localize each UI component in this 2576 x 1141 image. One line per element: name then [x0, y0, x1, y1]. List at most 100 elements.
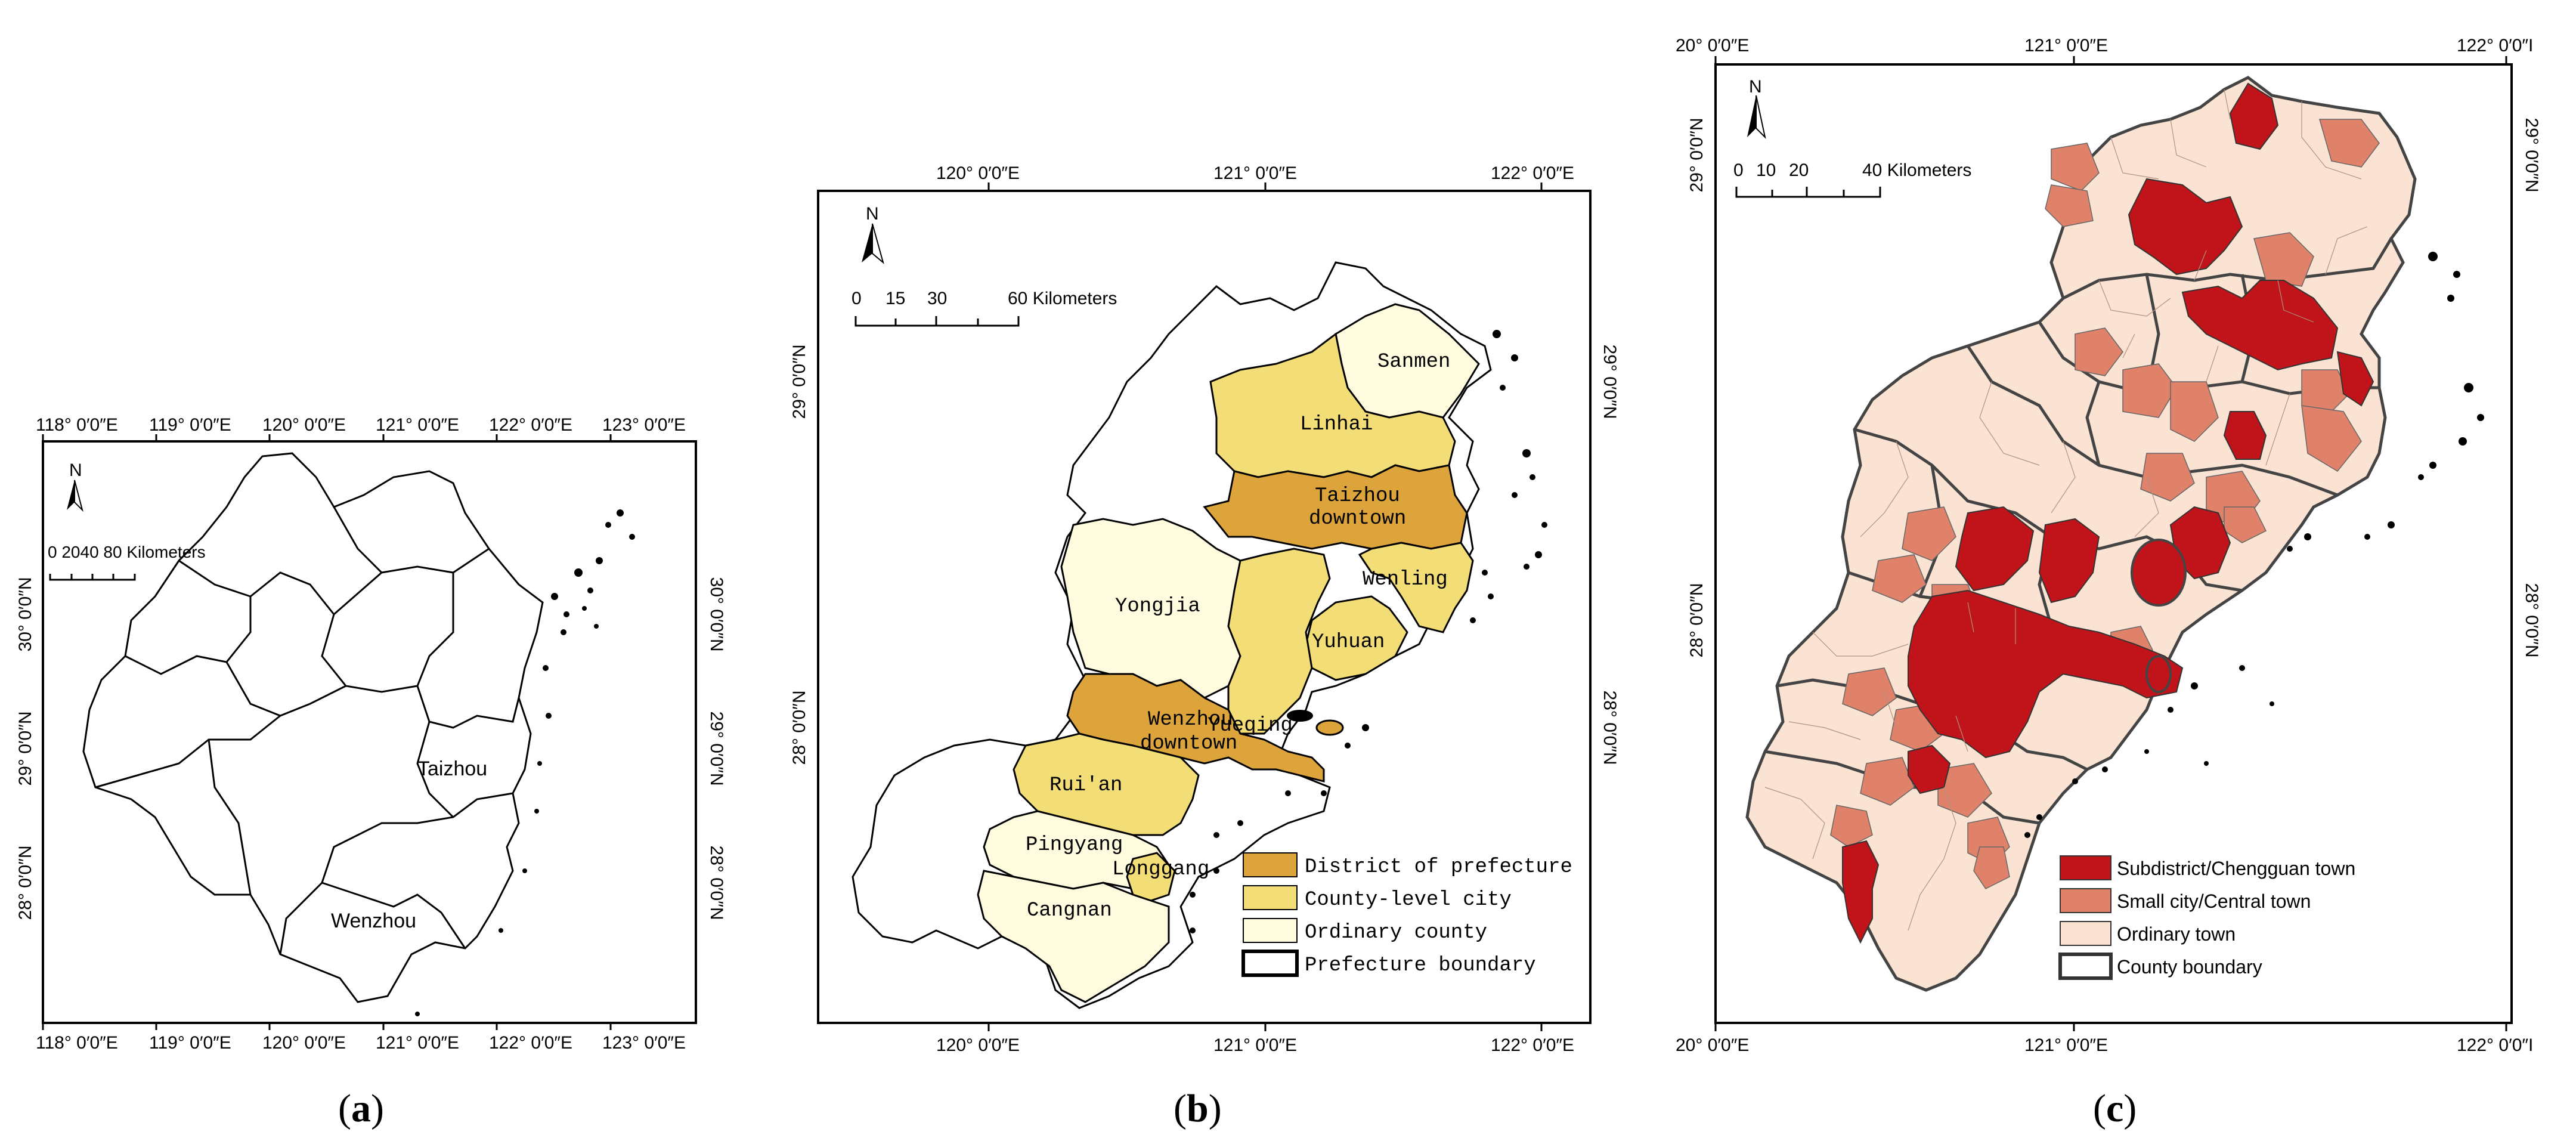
panel-b: 120° 0′0″E 121° 0′0″E 122° 0′0″E 120° 0′… — [789, 163, 1620, 1055]
map-frame — [1714, 63, 2513, 1024]
caption-letter: a — [351, 1087, 371, 1130]
lon-label: 122° 0′0″E — [1491, 1035, 1574, 1055]
lon-label: 122° 0′0″E — [1491, 163, 1574, 183]
region-cangnan — [977, 870, 1170, 1003]
lat-label: 30° 0′0″N — [16, 577, 35, 652]
bottom-longitude-labels: 20° 0′0″E 121° 0′0″E 122° 0′0″I — [1676, 1035, 2533, 1055]
legend-label: Subdistrict/Chengguan town — [2117, 858, 2355, 879]
scale-bar: 0 10 20 40 Kilometers — [1733, 160, 1971, 198]
prefecture-boundary — [416, 721, 454, 818]
prefecture-boundary — [333, 506, 490, 574]
place-label: Pingyang — [1026, 834, 1123, 856]
lat-label: 29° 0′0″N — [789, 345, 809, 419]
prefecture-boundary — [416, 685, 520, 729]
scale-number: 40 Kilometers — [1862, 160, 1971, 180]
lat-label: 28° 0′0″N — [789, 691, 809, 765]
lat-label: 28° 0′0″N — [707, 846, 726, 920]
place-label: Wenzhou — [331, 910, 416, 932]
lat-label: 28° 0′0″N — [1600, 691, 1620, 765]
lat-label: 29° 0′0″N — [2522, 118, 2541, 193]
lon-label: 119° 0′0″E — [149, 1033, 231, 1053]
place-label: Longgang — [1112, 858, 1209, 881]
lon-label: 20° 0′0″E — [1676, 36, 1749, 55]
legend-label: County boundary — [2117, 956, 2262, 978]
legend-label: Ordinary county — [1305, 922, 1487, 944]
place-label: Taizhou — [417, 757, 487, 780]
legend-swatch — [1243, 885, 1298, 910]
place-label: Yuhuan — [1312, 631, 1385, 654]
lon-label: 121° 0′0″E — [2024, 1035, 2108, 1055]
islands — [1190, 330, 1547, 933]
central-towns — [1830, 119, 2380, 889]
region-yueqing — [1227, 548, 1331, 735]
ticks — [1714, 56, 2507, 1031]
north-arrow: N — [67, 460, 83, 512]
lat-label: 29° 0′0″N — [1687, 118, 1707, 193]
lon-label: 121° 0′0″E — [2024, 36, 2108, 55]
prefecture-boundary — [95, 715, 281, 789]
legend-swatch — [1243, 918, 1298, 943]
captions: (a) (b) (c) — [338, 1087, 2137, 1130]
lon-label: 122° 0′0″I — [2457, 36, 2533, 55]
map-frame — [817, 190, 1592, 1024]
ticks — [987, 183, 1543, 1031]
scale-number: 0 — [852, 289, 862, 308]
top-longitude-labels: 118° 0′0″E 119° 0′0″E 120° 0′0″E 121° 0′… — [36, 415, 686, 435]
place-label: downtown — [1309, 508, 1406, 530]
lon-label: 121° 0′0″E — [1213, 163, 1297, 183]
panel-a: 118° 0′0″E 119° 0′0″E 120° 0′0″E 121° 0′… — [16, 415, 726, 1053]
lat-label: 30° 0′0″N — [707, 577, 726, 652]
legend-label: Ordinary town — [2117, 923, 2236, 945]
north-arrow: N — [1747, 77, 1766, 140]
scale-bar: 0 15 30 60 Kilometers — [852, 289, 1117, 327]
prefecture-boundary — [125, 596, 252, 675]
prefecture-boundary — [321, 882, 466, 949]
lon-label: 122° 0′0″E — [489, 1033, 572, 1053]
lat-label: 29° 0′0″N — [1600, 345, 1620, 419]
lon-label: 20° 0′0″E — [1676, 1035, 1749, 1055]
lon-label: 120° 0′0″E — [262, 415, 346, 435]
latitude-labels: 29° 0′0″N 28° 0′0″N 29° 0′0″N 28° 0′0″N — [789, 345, 1620, 765]
caption-letter: b — [1187, 1087, 1209, 1130]
legend-swatch — [2060, 921, 2111, 946]
scale-number: 30 — [927, 289, 947, 308]
latitude-labels-left: 30° 0′0″N 29° 0′0″N 28° 0′0″N — [16, 577, 35, 920]
north-label: N — [866, 204, 879, 224]
zhejiang-outline — [82, 452, 544, 1003]
place-label: Taizhou — [1315, 485, 1400, 508]
scale-bar: 0 2040 80 Kilometers — [48, 543, 206, 581]
lat-label: 29° 0′0″N — [16, 712, 35, 786]
bottom-longitude-labels: 118° 0′0″E 119° 0′0″E 120° 0′0″E 121° 0′… — [36, 1033, 686, 1053]
legend-swatch — [2058, 953, 2113, 980]
caption-letter: c — [2106, 1087, 2123, 1130]
lat-label: 28° 0′0″N — [1687, 583, 1707, 658]
legend-label: Prefecture boundary — [1305, 954, 1536, 977]
place-label: downtown — [1140, 732, 1237, 755]
lon-label: 122° 0′0″I — [2457, 1035, 2533, 1055]
place-labels: Sanmen Linhai Taizhou downtown Wenling Y… — [1026, 351, 1450, 922]
scale-number: 60 Kilometers — [1008, 289, 1117, 308]
legend-swatch — [2060, 888, 2111, 913]
north-label: N — [69, 460, 82, 480]
top-longitude-labels: 120° 0′0″E 121° 0′0″E 122° 0′0″E — [936, 163, 1574, 183]
caption-a: (a) — [338, 1087, 384, 1130]
lon-label: 121° 0′0″E — [1213, 1035, 1297, 1055]
caption-b: (b) — [1174, 1087, 1222, 1130]
scale-text: 0 2040 80 Kilometers — [48, 543, 206, 561]
lat-label: 28° 0′0″N — [2522, 583, 2541, 658]
legend-swatch — [2060, 855, 2111, 880]
province-map — [82, 452, 635, 1016]
scale-number: 15 — [886, 289, 905, 308]
caption-c: (c) — [2093, 1087, 2137, 1130]
region-longgang — [1126, 852, 1176, 902]
scale-number: 20 — [1789, 160, 1809, 180]
lon-label: 123° 0′0″E — [602, 1033, 686, 1053]
place-label: Wenling — [1363, 568, 1448, 591]
latitude-labels: 29° 0′0″N 28° 0′0″N 29° 0′0″N 28° 0′0″N — [1687, 118, 2541, 658]
top-longitude-labels: 20° 0′0″E 121° 0′0″E 122° 0′0″I — [1676, 36, 2533, 55]
scale-number: 10 — [1756, 160, 1776, 180]
lat-label: 28° 0′0″N — [16, 846, 35, 920]
town-map — [1745, 76, 2484, 992]
lon-label: 118° 0′0″E — [36, 415, 118, 435]
